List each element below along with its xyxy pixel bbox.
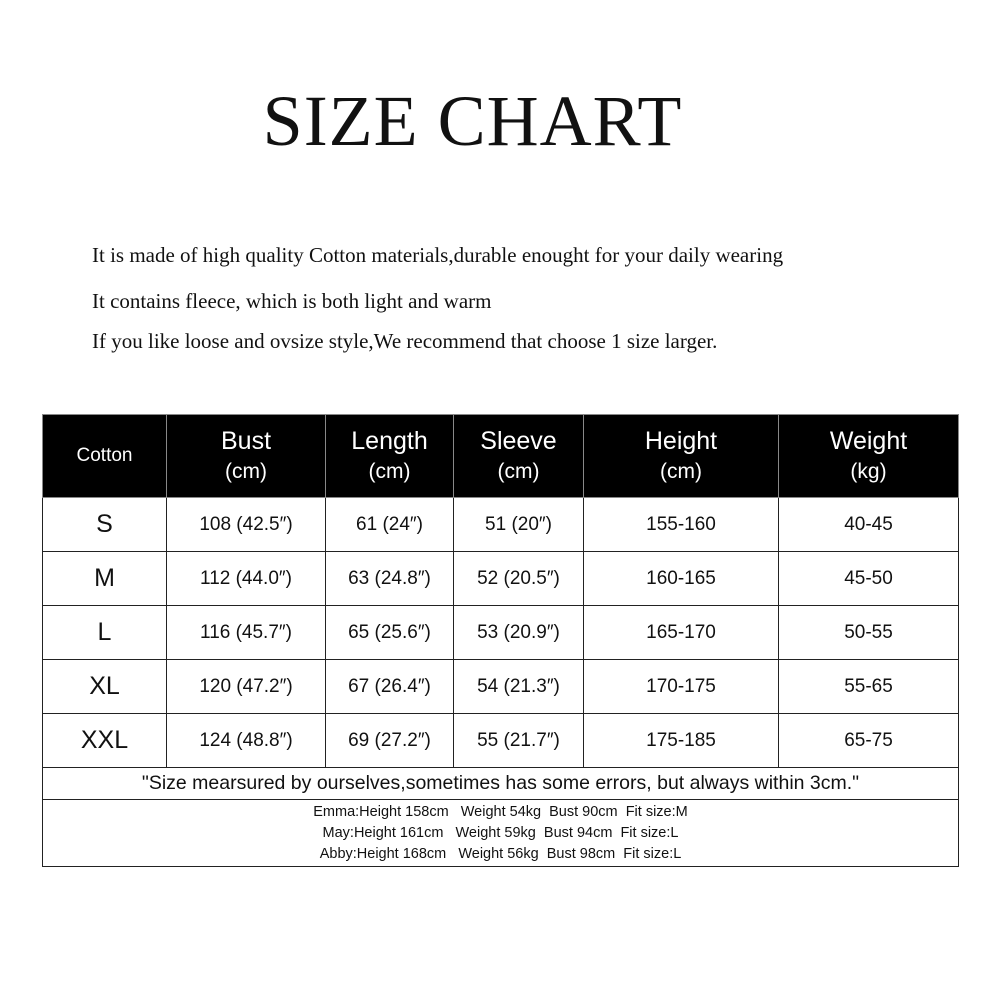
size-label: M	[42, 551, 167, 606]
table-cell: 61 (24″)	[325, 497, 454, 552]
size-label: S	[42, 497, 167, 552]
table-cell: 53 (20.9″)	[453, 605, 584, 660]
table-cell: 51 (20″)	[453, 497, 584, 552]
table-header-row: Cotton Bust (cm) Length (cm) Sleeve (cm) He…	[42, 414, 959, 498]
model-line: May:Height 161cm Weight 59kg Bust 94cm F…	[322, 824, 679, 841]
table-row: XXL 124 (48.8″) 69 (27.2″) 55 (21.7″) 175-18…	[42, 713, 959, 768]
size-label: L	[42, 605, 167, 660]
header-length: Length (cm)	[325, 414, 454, 498]
table-row: XL 120 (47.2″) 67 (26.4″) 54 (21.3″) 170-175…	[42, 659, 959, 714]
table-cell: 108 (42.5″)	[166, 497, 326, 552]
table-cell: 165-170	[583, 605, 779, 660]
model-line: Emma:Height 158cm Weight 54kg Bust 90cm …	[313, 803, 688, 820]
table-row: M 112 (44.0″) 63 (24.8″) 52 (20.5″) 160-165 4…	[42, 551, 959, 606]
page-title: SIZE CHART	[262, 81, 683, 161]
table-cell: 112 (44.0″)	[166, 551, 326, 606]
size-label: XXL	[42, 713, 167, 768]
size-table: Cotton Bust (cm) Length (cm) Sleeve (cm) He…	[42, 414, 959, 867]
table-cell: 52 (20.5″)	[453, 551, 584, 606]
table-cell: 65 (25.6″)	[325, 605, 454, 660]
model-info: Emma:Height 158cm Weight 54kg Bust 90cm …	[42, 799, 959, 867]
description-line: It is made of high quality Cotton materi…	[92, 243, 784, 267]
description-line: If you like loose and ovsize style,We re…	[92, 329, 718, 353]
table-cell: 65-75	[778, 713, 959, 768]
table-cell: 55-65	[778, 659, 959, 714]
header-height: Height (cm)	[583, 414, 779, 498]
table-cell: 54 (21.3″)	[453, 659, 584, 714]
measurement-note: "Size mearsured by ourselves,sometimes h…	[42, 767, 959, 800]
table-cell: 63 (24.8″)	[325, 551, 454, 606]
table-cell: 116 (45.7″)	[166, 605, 326, 660]
table-cell: 120 (47.2″)	[166, 659, 326, 714]
table-cell: 67 (26.4″)	[325, 659, 454, 714]
description-line: It contains fleece, which is both light …	[92, 289, 492, 313]
table-row: S 108 (42.5″) 61 (24″) 51 (20″) 155-160 40-45	[42, 497, 959, 552]
header-corner: Cotton	[42, 414, 167, 498]
size-label: XL	[42, 659, 167, 714]
header-weight: Weight (kg)	[778, 414, 959, 498]
table-row: L 116 (45.7″) 65 (25.6″) 53 (20.9″) 165-170 5…	[42, 605, 959, 660]
table-cell: 40-45	[778, 497, 959, 552]
model-line: Abby:Height 168cm Weight 56kg Bust 98cm …	[319, 845, 682, 862]
header-sleeve: Sleeve (cm)	[453, 414, 584, 498]
table-cell: 124 (48.8″)	[166, 713, 326, 768]
header-bust: Bust (cm)	[166, 414, 326, 498]
table-cell: 55 (21.7″)	[453, 713, 584, 768]
table-cell: 160-165	[583, 551, 779, 606]
table-cell: 155-160	[583, 497, 779, 552]
table-cell: 69 (27.2″)	[325, 713, 454, 768]
table-cell: 175-185	[583, 713, 779, 768]
table-cell: 50-55	[778, 605, 959, 660]
table-cell: 45-50	[778, 551, 959, 606]
table-cell: 170-175	[583, 659, 779, 714]
